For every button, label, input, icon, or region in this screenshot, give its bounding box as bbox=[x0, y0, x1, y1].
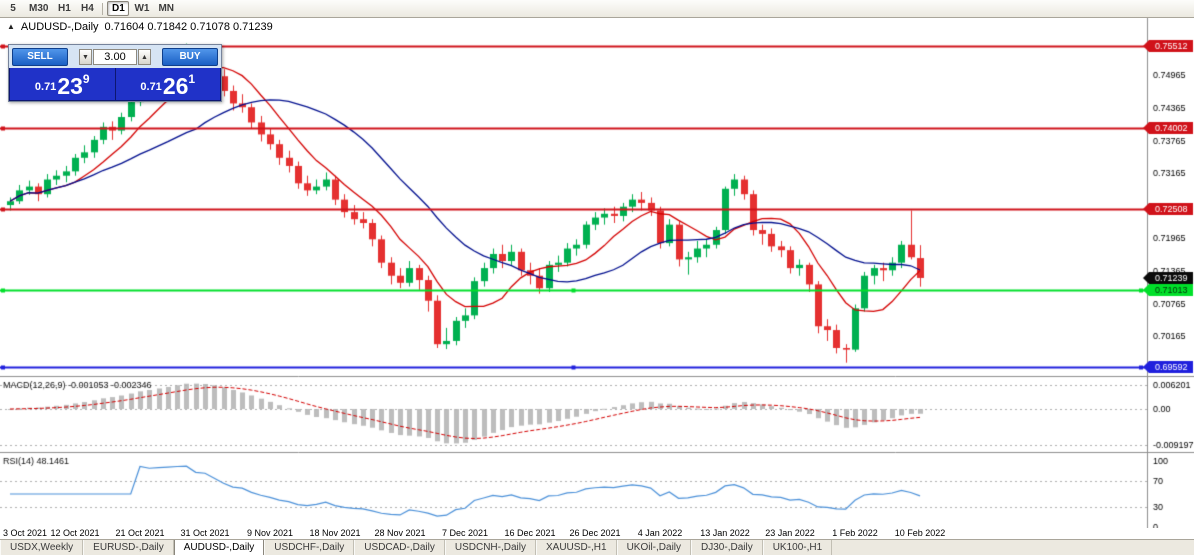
sell-price-big: 23 bbox=[57, 72, 83, 99]
time-axis-label: 31 Oct 2021 bbox=[180, 528, 230, 538]
chart-tab-dj30-daily[interactable]: DJ30-,Daily bbox=[691, 540, 763, 555]
time-axis-label: 26 Dec 2021 bbox=[569, 528, 621, 538]
time-axis-label: 18 Nov 2021 bbox=[309, 528, 361, 538]
time-axis-label: 12 Oct 2021 bbox=[50, 528, 100, 538]
chart-tab-xauusd-h1[interactable]: XAUUSD-,H1 bbox=[535, 540, 617, 555]
chart-tab-ukoil-daily[interactable]: UKOil-,Daily bbox=[616, 540, 692, 555]
time-axis-label: 16 Dec 2021 bbox=[504, 528, 556, 538]
buy-price-pip: 1 bbox=[188, 72, 196, 86]
time-axis-label: 13 Jan 2022 bbox=[700, 528, 750, 538]
timeframe-button-h1[interactable]: H1 bbox=[58, 3, 71, 14]
timeframe-button-m30[interactable]: M30 bbox=[29, 3, 49, 14]
buy-price-big: 26 bbox=[162, 72, 189, 99]
chart-tab-eurusd-daily[interactable]: EURUSD-,Daily bbox=[83, 540, 174, 555]
volume-control: ▼ ▲ bbox=[70, 48, 160, 65]
chart-tab-usdcnh-daily[interactable]: USDCNH-,Daily bbox=[444, 540, 536, 555]
chart-tab-usdcad-daily[interactable]: USDCAD-,Daily bbox=[354, 540, 445, 555]
time-axis: 3 Oct 2021 12 Oct 2021 21 Oct 2021 31 Oct 2… bbox=[0, 528, 1194, 539]
timeframe-button-d1[interactable]: D1 bbox=[107, 1, 130, 16]
volume-decrease-icon[interactable]: ▼ bbox=[79, 48, 92, 65]
one-click-trading-panel: SELL ▼ ▲ BUY 0.71 23 9 0.71 26 1 bbox=[8, 44, 222, 102]
buy-quote[interactable]: 0.71 26 1 bbox=[115, 68, 220, 100]
time-axis-label: 23 Jan 2022 bbox=[765, 528, 815, 538]
time-axis-label: 10 Feb 2022 bbox=[894, 528, 946, 538]
buy-price-prefix: 0.71 bbox=[140, 81, 162, 94]
time-axis-label: 1 Feb 2022 bbox=[832, 528, 878, 538]
one-click-panel-toggle-icon[interactable]: ▲ bbox=[7, 22, 15, 31]
volume-increase-icon[interactable]: ▲ bbox=[138, 48, 151, 65]
chart-tab-audusd-daily[interactable]: AUDUSD-,Daily bbox=[173, 540, 265, 555]
timeframe-button-h4[interactable]: H4 bbox=[81, 3, 94, 14]
buy-button[interactable]: BUY bbox=[162, 47, 218, 66]
time-axis-label: 9 Nov 2021 bbox=[246, 528, 294, 538]
time-axis-label: 28 Nov 2021 bbox=[374, 528, 426, 538]
sell-price-prefix: 0.71 bbox=[34, 81, 57, 94]
chart-tab-usdchf-daily[interactable]: USDCHF-,Daily bbox=[264, 540, 355, 555]
time-axis-label: 7 Dec 2021 bbox=[441, 528, 489, 538]
trade-panel-controls: SELL ▼ ▲ BUY bbox=[9, 45, 221, 68]
chart-tab-usdx-weekly[interactable]: USDX,Weekly bbox=[0, 540, 84, 555]
timeframe-button-5[interactable]: 5 bbox=[10, 3, 16, 14]
chart-ohlc-values: 0.71604 0.71842 0.71078 0.71239 bbox=[104, 21, 273, 33]
timeframe-toolbar: 5 M30 H1 H4 D1 W1 MN bbox=[0, 0, 1194, 18]
time-axis-label: 4 Jan 2022 bbox=[637, 528, 683, 538]
chart-title: ▲ AUDUSD-,Daily 0.71604 0.71842 0.71078 … bbox=[7, 21, 273, 33]
sell-price-pip: 9 bbox=[82, 72, 90, 86]
chart-tab-bar: USDX,Weekly EURUSD-,Daily AUDUSD-,Daily USD… bbox=[0, 539, 1194, 555]
sell-quote[interactable]: 0.71 23 9 bbox=[10, 68, 115, 100]
chart-symbol-period: AUDUSD-,Daily bbox=[20, 21, 99, 33]
sell-button[interactable]: SELL bbox=[12, 47, 68, 66]
chart-tab-uk100-h1[interactable]: UK100-,H1 bbox=[762, 540, 833, 555]
price-chart-canvas[interactable] bbox=[0, 18, 1194, 528]
time-axis-label: 21 Oct 2021 bbox=[115, 528, 165, 538]
volume-input[interactable] bbox=[93, 48, 137, 65]
toolbar-separator bbox=[102, 2, 104, 15]
trade-panel-quotes: 0.71 23 9 0.71 26 1 bbox=[9, 68, 221, 101]
timeframe-button-mn[interactable]: MN bbox=[158, 3, 175, 14]
timeframe-button-w1[interactable]: W1 bbox=[134, 3, 150, 14]
time-axis-label: 3 Oct 2021 bbox=[3, 528, 48, 538]
